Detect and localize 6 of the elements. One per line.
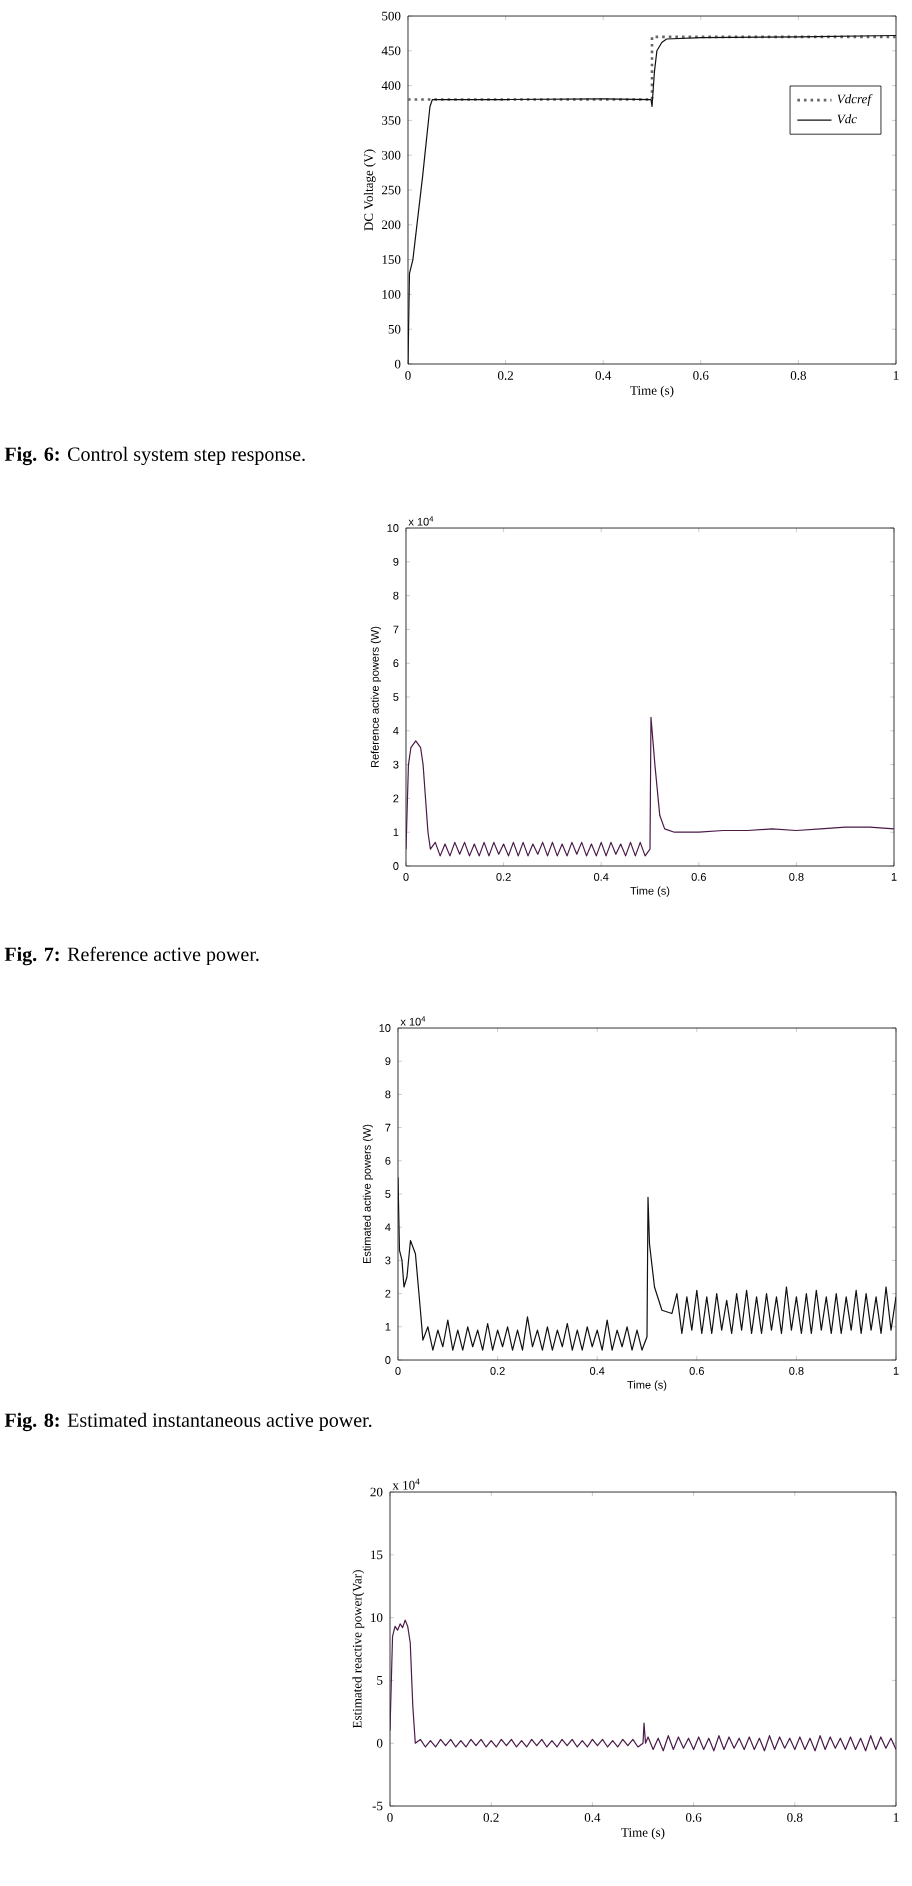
line-series [406, 716, 894, 857]
line-series [390, 1619, 896, 1752]
text: Fig. 7: Reference active power. [4, 946, 259, 966]
text: Fig. 8: Estimated instantaneous active power. [4, 1412, 372, 1432]
text: Fig. 6: Control system step response. [4, 446, 305, 466]
line-series [398, 1176, 896, 1351]
